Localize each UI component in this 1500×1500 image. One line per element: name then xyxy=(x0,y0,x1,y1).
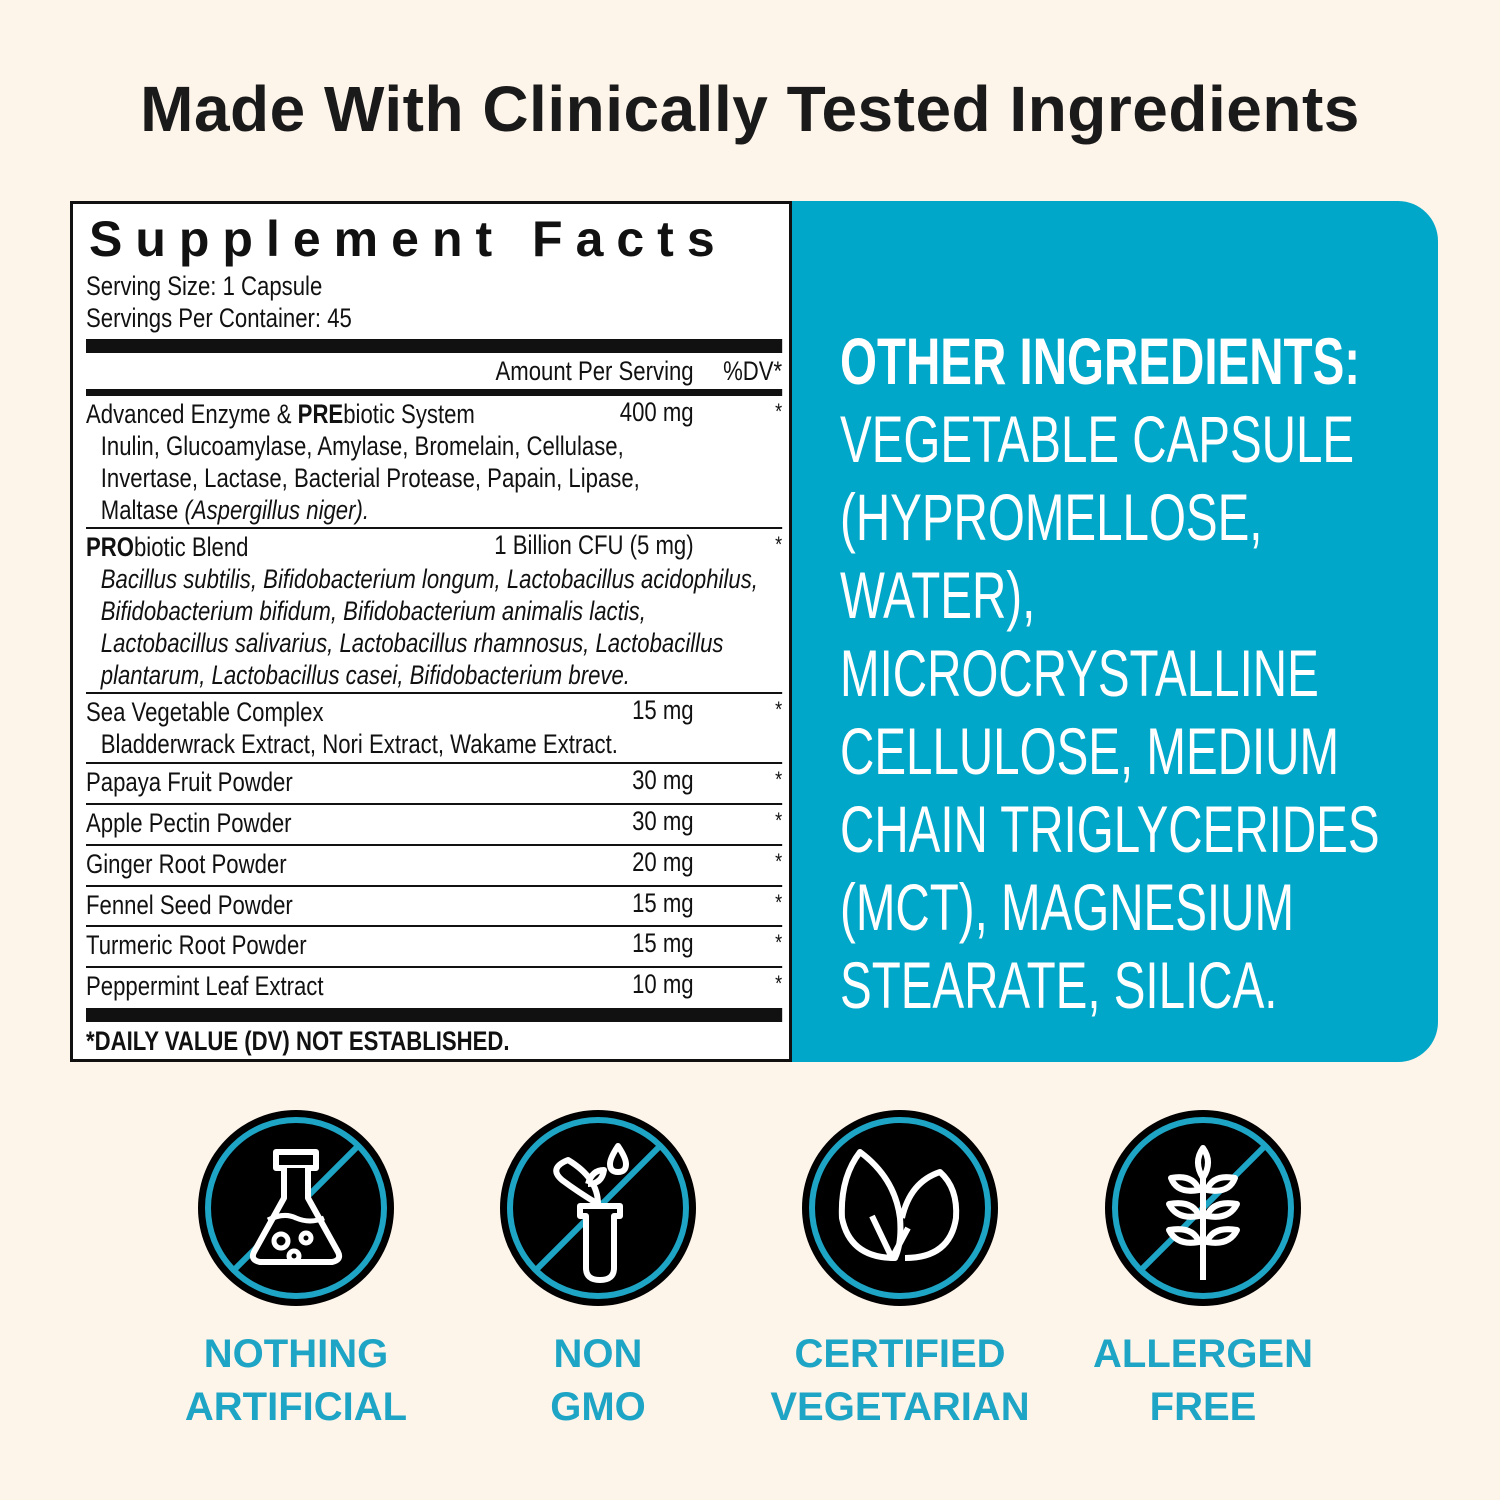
wheat-icon xyxy=(1105,1110,1301,1306)
dv: * xyxy=(775,399,783,424)
badge-label: ALLERGEN xyxy=(1093,1332,1313,1376)
amount: 15 mg xyxy=(632,928,694,958)
badge-label: VEGETARIAN xyxy=(770,1385,1030,1429)
other-ingredients-line: CELLULOSE, MEDIUM xyxy=(840,714,1340,788)
amount: 15 mg xyxy=(632,695,694,725)
facts-row: PRObiotic Blend 1 Billion CFU (5 mg) * B… xyxy=(86,529,783,694)
ingredient-name: Turmeric Root Powder xyxy=(86,930,307,960)
column-header: Amount Per Serving %DV* xyxy=(86,353,782,389)
amount-header: Amount Per Serving xyxy=(495,356,694,386)
amount: 15 mg xyxy=(632,888,694,918)
ingredient-details-italic: (Aspergillus niger). xyxy=(184,495,370,525)
other-ingredients-heading: OTHER INGREDIENTS: xyxy=(840,324,1361,398)
badge-label: CERTIFIED xyxy=(794,1332,1006,1376)
ingredient-details-italic: Bacillus subtilis, Bifidobacterium longu… xyxy=(100,564,758,690)
supplement-facts-label: Supplement Facts Serving Size: 1 Capsule… xyxy=(70,201,792,1062)
facts-row: Apple Pectin Powder 30 mg * xyxy=(86,805,783,846)
facts-row: Advanced Enzyme & PREbiotic System 400 m… xyxy=(86,396,783,529)
facts-row: Papaya Fruit Powder 30 mg * xyxy=(86,764,783,805)
ingredient-name: Fennel Seed Powder xyxy=(86,890,293,920)
ingredient-name: Sea Vegetable Complex xyxy=(86,697,324,727)
ingredient-name: Advanced Enzyme & xyxy=(86,399,298,429)
flask-icon xyxy=(198,1110,394,1306)
amount: 400 mg xyxy=(619,397,694,427)
ingredient-name: Apple Pectin Powder xyxy=(86,808,292,838)
facts-row: Turmeric Root Powder 15 mg * xyxy=(86,927,783,968)
other-ingredients: OTHER INGREDIENTS: VEGETABLE CAPSULE (HY… xyxy=(840,322,1416,1024)
dv: * xyxy=(775,697,783,722)
dv: * xyxy=(775,532,783,557)
ingredient-name-bold: PRO xyxy=(86,532,134,562)
dv: * xyxy=(775,930,783,955)
amount: 20 mg xyxy=(632,847,694,877)
serving-size: Serving Size: 1 Capsule xyxy=(86,271,323,301)
dv: * xyxy=(775,890,783,915)
other-ingredients-line: CHAIN TRIGLYCERIDES xyxy=(840,792,1380,866)
dv: * xyxy=(775,808,783,833)
badge-label: NOTHING xyxy=(203,1332,389,1376)
badge-certified-vegetarian: CERTIFIED VEGETARIAN xyxy=(740,1328,1060,1434)
badge-label: NON xyxy=(553,1332,643,1376)
facts-row: Ginger Root Powder 20 mg * xyxy=(86,846,783,887)
supplement-facts-title: Supplement Facts xyxy=(89,211,728,267)
ingredient-name-bold: PRE xyxy=(297,399,344,429)
ingredient-name: Peppermint Leaf Extract xyxy=(86,971,324,1001)
facts-row: Sea Vegetable Complex 15 mg * Bladderwra… xyxy=(86,694,783,764)
other-ingredients-line: MICROCRYSTALLINE xyxy=(840,636,1319,710)
badge-nothing-artificial: NOTHING ARTIFICIAL xyxy=(136,1328,456,1434)
dv-header: %DV* xyxy=(723,356,783,386)
page-title: Made With Clinically Tested Ingredients xyxy=(140,73,1360,145)
dv: * xyxy=(775,767,783,792)
badge-allergen-free: ALLERGEN FREE xyxy=(1043,1328,1363,1434)
other-ingredients-line: (MCT), MAGNESIUM xyxy=(840,870,1295,944)
amount: 10 mg xyxy=(632,969,694,999)
ingredient-name: Papaya Fruit Powder xyxy=(86,767,293,797)
badge-label: ARTIFICIAL xyxy=(184,1385,408,1429)
servings-per-container: Servings Per Container: 45 xyxy=(86,303,352,333)
amount: 1 Billion CFU (5 mg) xyxy=(494,530,694,560)
ingredient-details: Inulin, Glucoamylase, Amylase, Bromelain… xyxy=(100,431,640,525)
ingredient-details: Bladderwrack Extract, Nori Extract, Waka… xyxy=(100,729,618,759)
leaves-icon xyxy=(802,1110,998,1306)
badge-label: FREE xyxy=(1149,1385,1257,1429)
amount: 30 mg xyxy=(632,765,694,795)
plant-test-tube-icon xyxy=(500,1110,696,1306)
divider-thick xyxy=(86,1008,783,1022)
ingredient-name: biotic System xyxy=(343,399,475,429)
dv: * xyxy=(775,849,783,874)
facts-row: Fennel Seed Powder 15 mg * xyxy=(86,887,783,927)
other-ingredients-line: STEARATE, SILICA. xyxy=(840,948,1278,1022)
badge-label: GMO xyxy=(550,1385,646,1429)
facts-row: Peppermint Leaf Extract 10 mg * xyxy=(86,968,782,1008)
divider-medium xyxy=(86,389,783,396)
dv: * xyxy=(775,971,783,996)
footnote: *DAILY VALUE (DV) NOT ESTABLISHED. xyxy=(86,1026,510,1056)
other-ingredients-line: (HYPROMELLOSE, WATER), xyxy=(840,480,1263,632)
amount: 30 mg xyxy=(632,806,694,836)
ingredient-name: Ginger Root Powder xyxy=(86,849,287,879)
ingredient-name: biotic Blend xyxy=(133,532,249,562)
other-ingredients-panel xyxy=(760,201,1438,1062)
badge-non-gmo: NON GMO xyxy=(438,1328,758,1434)
other-ingredients-line: VEGETABLE CAPSULE xyxy=(840,402,1355,476)
divider-thick xyxy=(86,339,783,353)
